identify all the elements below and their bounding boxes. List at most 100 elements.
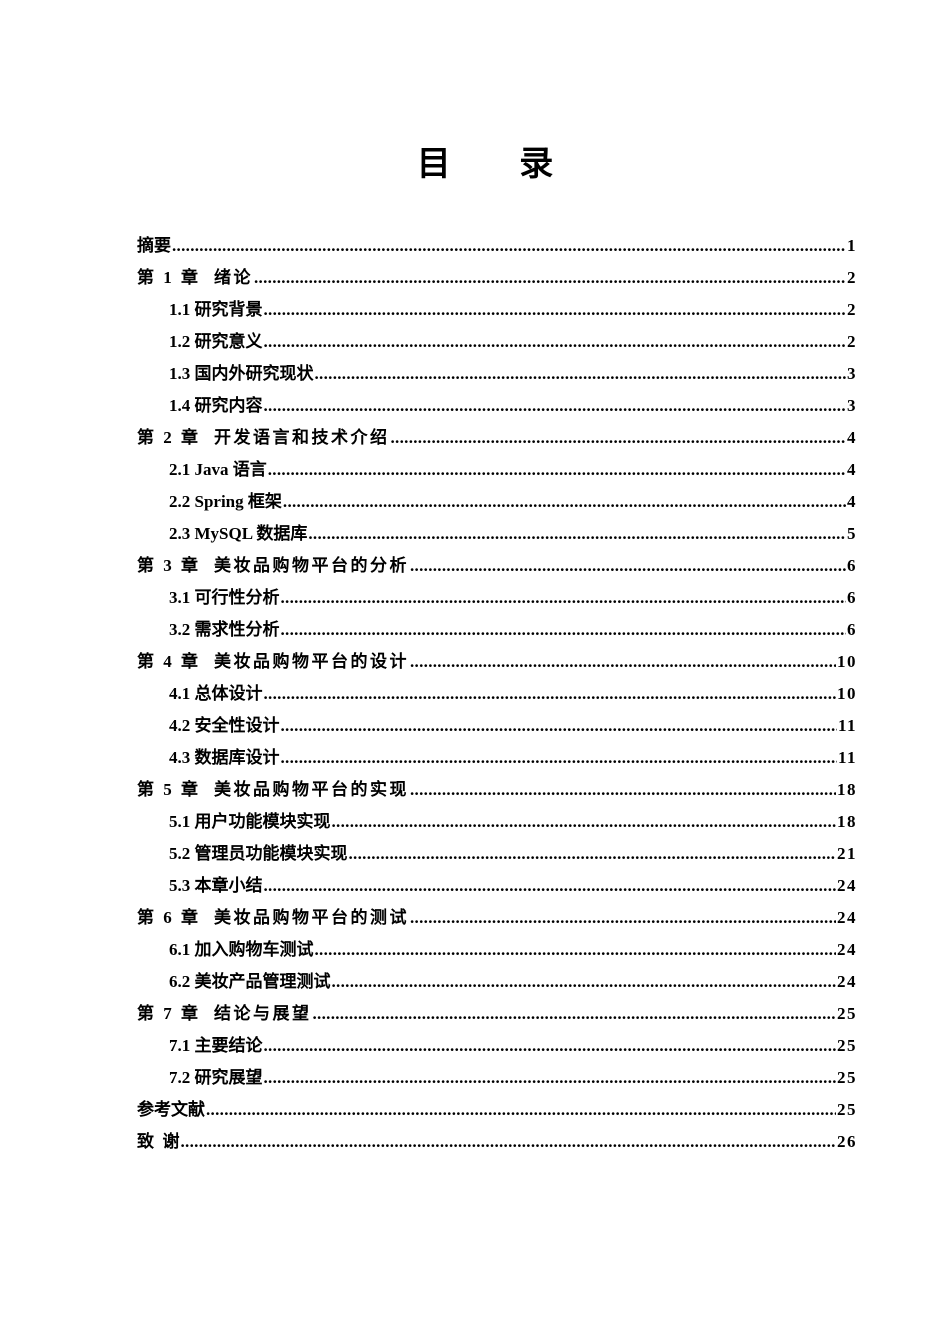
dot-leader — [332, 968, 837, 996]
toc-entry-page: 2 — [847, 268, 857, 287]
dot-leader — [264, 296, 847, 324]
toc-entry[interactable]: 第 4 章 美妆品购物平台的设计 10 — [137, 648, 857, 680]
toc-entry-label: 7.2 研究展望 — [169, 1068, 263, 1087]
toc-entry-label: 3.2 需求性分析 — [169, 620, 280, 639]
toc-entry-label: 5.3 本章小结 — [169, 876, 263, 895]
toc-entry-page: 3 — [847, 396, 857, 415]
dot-leader — [206, 1096, 836, 1124]
toc-entry[interactable]: 2.3 MySQL 数据库 5 — [137, 520, 857, 552]
toc-entry[interactable]: 致 谢 26 — [137, 1128, 857, 1160]
dot-leader — [332, 808, 837, 836]
toc-entry-label: 1.3 国内外研究现状 — [169, 364, 314, 383]
table-of-contents: 摘要 1 第 1 章 绪论 2 1.1 研究背景 2 1.2 研究意义 2 1.3 国内外研究现… — [137, 232, 857, 1160]
toc-entry[interactable]: 4.3 数据库设计 11 — [137, 744, 857, 776]
toc-entry[interactable]: 5.3 本章小结 24 — [137, 872, 857, 904]
toc-entry[interactable]: 第 2 章 开发语言和技术介绍 4 — [137, 424, 857, 456]
toc-entry-page: 25 — [837, 1100, 857, 1119]
toc-entry[interactable]: 7.1 主要结论 25 — [137, 1032, 857, 1064]
toc-entry[interactable]: 4.1 总体设计 10 — [137, 680, 857, 712]
dot-leader — [391, 424, 847, 452]
toc-entry-page: 6 — [847, 588, 857, 607]
toc-entry-label: 2.1 Java 语言 — [169, 460, 267, 479]
toc-entry-label: 5.2 管理员功能模块实现 — [169, 844, 348, 863]
toc-entry-page: 25 — [837, 1036, 857, 1055]
toc-entry-label: 第 4 章 美妆品购物平台的设计 — [137, 652, 409, 671]
dot-leader — [254, 264, 846, 292]
toc-entry-page: 18 — [837, 812, 857, 831]
toc-entry[interactable]: 5.1 用户功能模块实现 18 — [137, 808, 857, 840]
toc-entry-page: 4 — [847, 492, 857, 511]
toc-entry-page: 11 — [837, 748, 857, 767]
dot-leader — [264, 1032, 837, 1060]
toc-entry-page: 4 — [847, 428, 857, 447]
toc-entry[interactable]: 第 3 章 美妆品购物平台的分析 6 — [137, 552, 857, 584]
toc-entry-page: 24 — [837, 940, 857, 959]
toc-entry[interactable]: 2.1 Java 语言 4 — [137, 456, 857, 488]
toc-entry[interactable]: 3.2 需求性分析 6 — [137, 616, 857, 648]
dot-leader — [313, 1000, 837, 1028]
toc-entry[interactable]: 3.1 可行性分析 6 — [137, 584, 857, 616]
toc-entry-label: 摘要 — [137, 236, 171, 255]
toc-entry[interactable]: 7.2 研究展望 25 — [137, 1064, 857, 1096]
toc-entry-label: 第 5 章 美妆品购物平台的实现 — [137, 780, 409, 799]
dot-leader — [281, 584, 847, 612]
toc-entry-page: 10 — [837, 684, 857, 703]
dot-leader — [281, 616, 847, 644]
toc-entry[interactable]: 4.2 安全性设计 11 — [137, 712, 857, 744]
toc-entry-label: 参考文献 — [137, 1100, 205, 1119]
toc-entry-page: 18 — [837, 780, 857, 799]
toc-entry-page: 3 — [847, 364, 857, 383]
toc-entry[interactable]: 1.1 研究背景 2 — [137, 296, 857, 328]
toc-entry[interactable]: 第 5 章 美妆品购物平台的实现 18 — [137, 776, 857, 808]
dot-leader — [410, 904, 836, 932]
toc-entry[interactable]: 1.4 研究内容 3 — [137, 392, 857, 424]
toc-entry[interactable]: 6.1 加入购物车测试 24 — [137, 936, 857, 968]
dot-leader — [268, 456, 846, 484]
toc-entry-label: 第 1 章 绪论 — [137, 268, 253, 287]
toc-entry[interactable]: 1.2 研究意义 2 — [137, 328, 857, 360]
dot-leader — [264, 680, 837, 708]
toc-entry-label: 6.1 加入购物车测试 — [169, 940, 314, 959]
toc-entry[interactable]: 第 7 章 结论与展望 25 — [137, 1000, 857, 1032]
toc-entry-page: 2 — [847, 300, 857, 319]
toc-entry[interactable]: 摘要 1 — [137, 232, 857, 264]
toc-entry-label: 1.2 研究意义 — [169, 332, 263, 351]
toc-entry-page: 2 — [847, 332, 857, 351]
toc-entry[interactable]: 第 6 章 美妆品购物平台的测试 24 — [137, 904, 857, 936]
toc-entry-page: 25 — [837, 1004, 857, 1023]
toc-entry-page: 1 — [847, 236, 857, 255]
toc-entry-label: 4.2 安全性设计 — [169, 716, 280, 735]
toc-entry-label: 3.1 可行性分析 — [169, 588, 280, 607]
toc-entry-page: 25 — [837, 1068, 857, 1087]
toc-entry[interactable]: 2.2 Spring 框架 4 — [137, 488, 857, 520]
toc-entry-label: 2.2 Spring 框架 — [169, 492, 282, 511]
dot-leader — [281, 712, 837, 740]
toc-entry-page: 10 — [837, 652, 857, 671]
dot-leader — [264, 392, 847, 420]
dot-leader — [349, 840, 837, 868]
toc-entry[interactable]: 第 1 章 绪论 2 — [137, 264, 857, 296]
toc-entry-page: 24 — [837, 972, 857, 991]
toc-entry[interactable]: 5.2 管理员功能模块实现 21 — [137, 840, 857, 872]
dot-leader — [172, 232, 846, 260]
toc-entry-page: 5 — [847, 524, 857, 543]
dot-leader — [410, 648, 836, 676]
toc-entry[interactable]: 6.2 美妆产品管理测试 24 — [137, 968, 857, 1000]
toc-entry-page: 24 — [837, 876, 857, 895]
toc-entry[interactable]: 1.3 国内外研究现状 3 — [137, 360, 857, 392]
dot-leader — [264, 872, 837, 900]
dot-leader — [410, 776, 836, 804]
toc-entry-label: 7.1 主要结论 — [169, 1036, 263, 1055]
toc-entry-label: 第 7 章 结论与展望 — [137, 1004, 312, 1023]
toc-entry-page: 6 — [847, 620, 857, 639]
toc-entry-label: 1.1 研究背景 — [169, 300, 263, 319]
toc-entry-label: 4.3 数据库设计 — [169, 748, 280, 767]
toc-entry-label: 第 3 章 美妆品购物平台的分析 — [137, 556, 409, 575]
toc-entry-label: 致 谢 — [137, 1132, 180, 1151]
dot-leader — [283, 488, 846, 516]
dot-leader — [264, 328, 847, 356]
toc-entry[interactable]: 参考文献 25 — [137, 1096, 857, 1128]
toc-entry-label: 5.1 用户功能模块实现 — [169, 812, 331, 831]
toc-entry-page: 24 — [837, 908, 857, 927]
dot-leader — [410, 552, 846, 580]
